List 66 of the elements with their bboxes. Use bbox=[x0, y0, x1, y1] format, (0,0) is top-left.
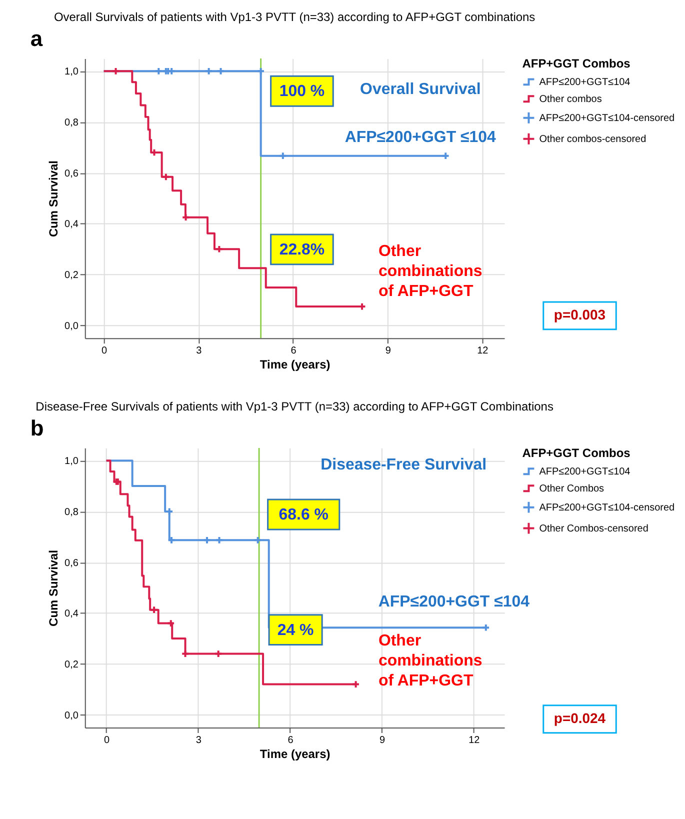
annotation: Other combinations of AFP+GGT bbox=[378, 632, 482, 690]
y-tick-label: 0,0 bbox=[64, 710, 79, 722]
y-axis-title: Cum Survival bbox=[46, 550, 61, 626]
annotation: 24 % bbox=[277, 622, 314, 639]
annotation: Other combinations of AFP+GGT bbox=[378, 242, 482, 300]
y-tick-label: 0,0 bbox=[64, 320, 79, 332]
point bbox=[215, 536, 224, 544]
point bbox=[166, 619, 176, 628]
legend-label: AFP≤200+GGT≤104 bbox=[539, 466, 631, 478]
point bbox=[216, 67, 225, 76]
point bbox=[256, 67, 265, 76]
text: b bbox=[30, 415, 44, 440]
legend-title: AFP+GGT Combos bbox=[522, 56, 631, 70]
y-tick-label: 1,0 bbox=[64, 66, 79, 78]
text: p=0.024 bbox=[554, 710, 606, 726]
legend-title: AFP+GGT Combos bbox=[522, 446, 631, 460]
y-tick-label: 0,2 bbox=[64, 270, 79, 282]
annotation: Overall Survival bbox=[360, 81, 481, 98]
annotation: 68.6 % bbox=[278, 506, 328, 524]
annotation: AFP≤200+GGT ≤104 bbox=[378, 594, 530, 611]
x-tick-label: 9 bbox=[380, 734, 386, 746]
point bbox=[154, 67, 163, 76]
point bbox=[162, 172, 170, 182]
x-axis-title: Time (years) bbox=[260, 746, 330, 761]
text: a bbox=[30, 26, 44, 51]
y-tick-label: 0,4 bbox=[64, 608, 79, 620]
y-tick-label: 0,8 bbox=[64, 506, 79, 518]
x-axis-title: Time (years) bbox=[260, 358, 330, 372]
x-tick-label: 12 bbox=[477, 346, 489, 357]
text: p=0.003 bbox=[554, 306, 606, 323]
annotation: AFP≤200+GGT ≤104 bbox=[344, 128, 496, 146]
y-tick-label: 0,2 bbox=[64, 659, 79, 670]
x-tick-label: 3 bbox=[196, 346, 202, 357]
y-tick-label: 0,8 bbox=[64, 118, 79, 129]
chart-title: Disease-Free Survivals of patients with Vp1-3 PVTT (n=33) according to AFP+GGT Combinations bbox=[36, 399, 554, 414]
legend-label: AFP≤200+GGT≤104 bbox=[539, 76, 631, 88]
legend-label: AFP≤200+GGT≤104-censored bbox=[539, 112, 675, 124]
point bbox=[204, 67, 213, 76]
x-tick-label: 3 bbox=[196, 734, 202, 746]
x-tick-label: 6 bbox=[290, 346, 297, 357]
annotation: Disease-Free Survival bbox=[320, 456, 487, 474]
point bbox=[150, 606, 158, 614]
y-tick-label: 0,6 bbox=[64, 558, 79, 569]
annotation: 22.8% bbox=[279, 241, 325, 258]
legend-label: Other combos bbox=[539, 94, 602, 105]
y-axis-title: Cum Survival bbox=[46, 160, 61, 238]
x-tick-label: 6 bbox=[288, 734, 294, 746]
chart-title: Overall Survivals of patients with Vp1-3 PVTT (n=33) according to AFP+GGT combinations bbox=[54, 10, 536, 24]
legend-label: Other Combos bbox=[539, 483, 604, 494]
legend-label: Other Combos-censored bbox=[539, 523, 648, 534]
point bbox=[202, 536, 212, 544]
point bbox=[182, 213, 190, 222]
point bbox=[112, 67, 120, 76]
legend-label: AFP≤200+GGT≤104-censored bbox=[539, 502, 675, 514]
point bbox=[167, 536, 176, 544]
point bbox=[181, 650, 190, 658]
y-tick-label: 0,6 bbox=[64, 168, 79, 180]
x-tick-label: 9 bbox=[385, 346, 392, 357]
x-tick-label: 0 bbox=[102, 346, 108, 357]
x-tick-label: 12 bbox=[468, 734, 480, 746]
point bbox=[254, 536, 262, 544]
annotation: 100 % bbox=[279, 83, 325, 100]
legend-label: Other combos-censored bbox=[539, 134, 646, 145]
y-tick-label: 0,4 bbox=[64, 219, 79, 230]
y-tick-label: 1,0 bbox=[64, 456, 79, 468]
x-tick-label: 0 bbox=[104, 734, 110, 746]
